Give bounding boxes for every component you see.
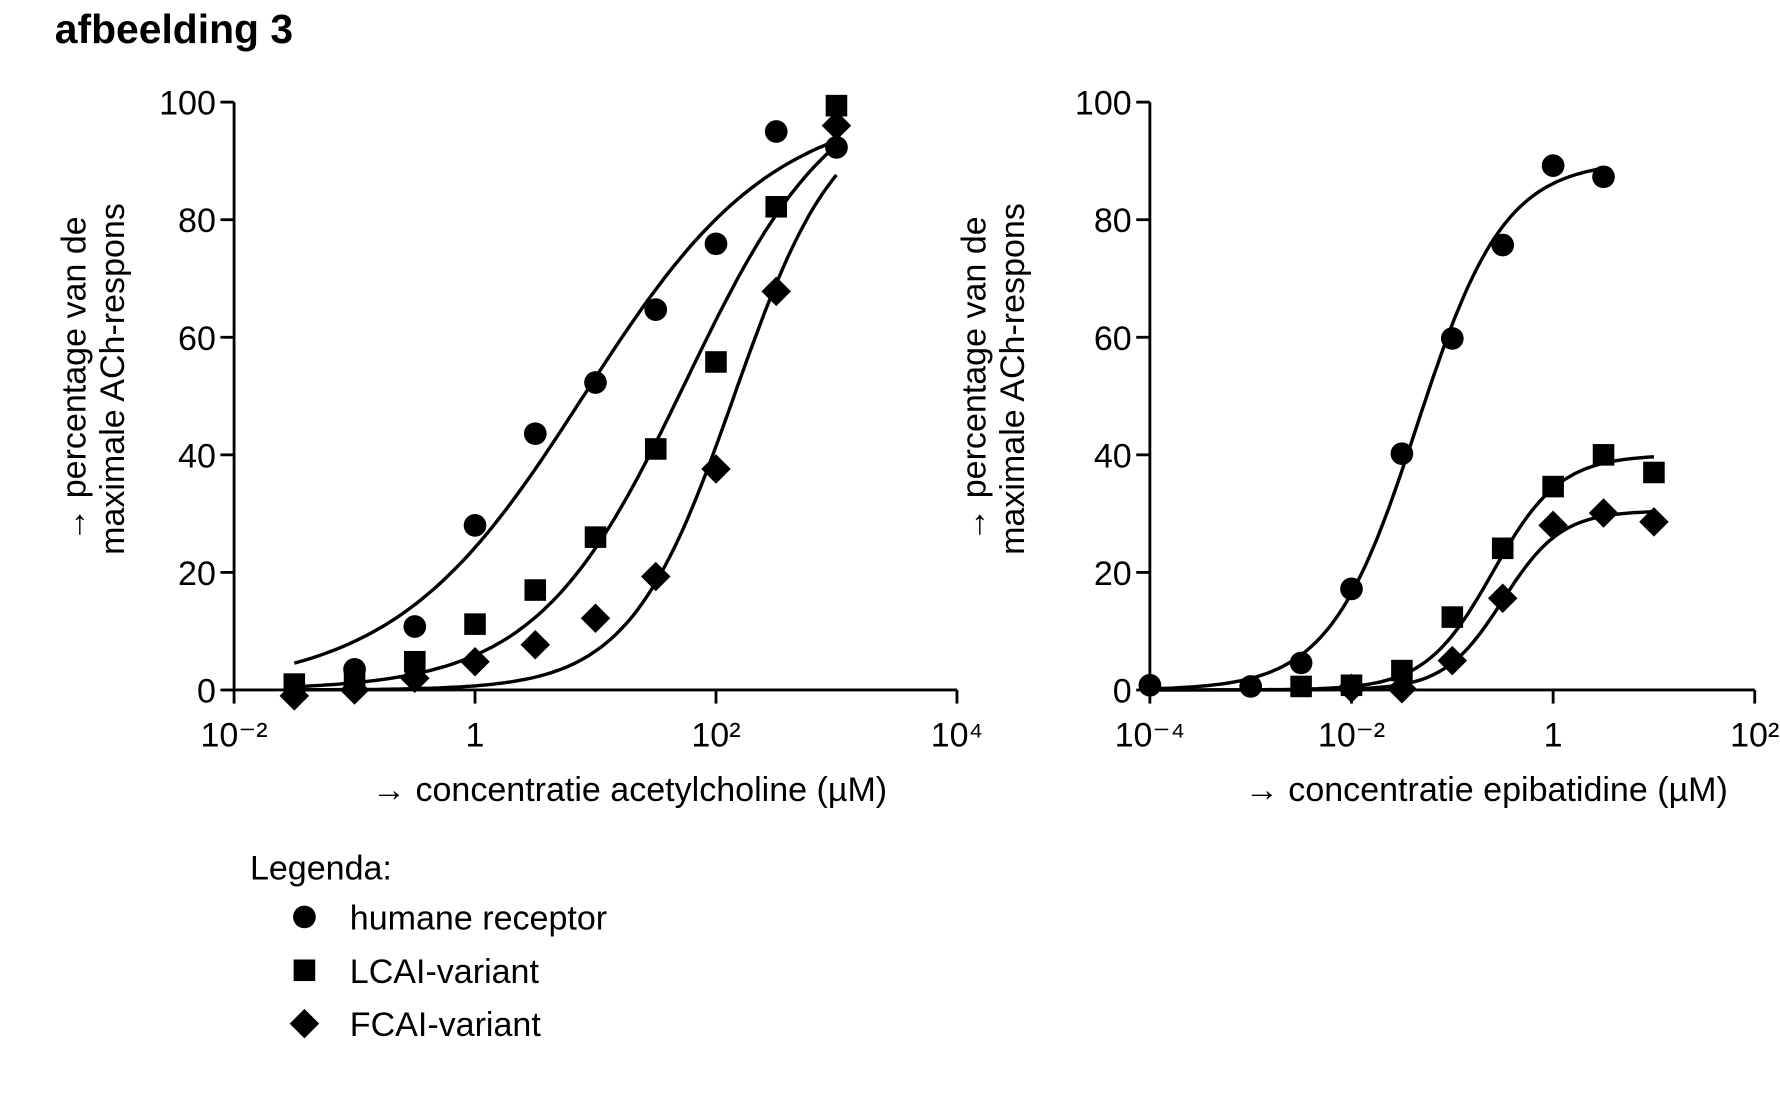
x-axis-label: → concentratie acetylcholine (µM) <box>372 771 887 809</box>
data-point-square <box>1391 659 1413 682</box>
data-point-diamond <box>1437 645 1468 676</box>
data-point-circle <box>403 615 427 638</box>
data-point-diamond <box>1639 507 1669 537</box>
x-axis-label: → concentratie epibatidine (µM) <box>1245 771 1728 809</box>
data-point-circle <box>1340 577 1363 601</box>
legend-label: FCAI-variant <box>350 1006 542 1044</box>
data-point-diamond <box>1588 498 1619 528</box>
data-point-square <box>464 613 486 635</box>
data-point-circle <box>584 371 607 394</box>
fit-curve-diamond <box>294 173 838 692</box>
data-point-square <box>1542 475 1564 498</box>
y-tick-label: 0 <box>1113 672 1132 710</box>
data-point-square <box>1290 675 1312 698</box>
data-point-circle <box>523 422 547 446</box>
data-point-diamond <box>1538 510 1568 541</box>
y-tick-label: 60 <box>178 320 216 358</box>
data-point-diamond <box>761 276 791 307</box>
data-point-circle <box>644 298 668 321</box>
data-point-diamond <box>580 603 611 634</box>
data-point-diamond <box>339 675 370 705</box>
fit-curve-circle <box>293 139 838 665</box>
fit-curve-square <box>294 144 838 689</box>
data-point-circle <box>463 514 487 537</box>
y-tick-label: 100 <box>1075 85 1132 123</box>
y-tick-label: 100 <box>159 85 216 123</box>
data-point-circle <box>1541 154 1565 177</box>
figure-title: afbeelding 3 <box>55 6 293 52</box>
legend-marker-square <box>293 959 316 982</box>
legend-marker-diamond <box>289 1008 320 1039</box>
data-point-circle <box>1138 673 1162 697</box>
y-axis-label: maximale ACh-respons <box>94 203 132 555</box>
y-axis-label: → percentage van de <box>55 216 93 541</box>
legend-marker-circle <box>293 905 316 929</box>
y-tick-label: 0 <box>197 672 216 710</box>
x-tick-label: 10² <box>1730 717 1779 755</box>
data-point-square <box>1643 461 1665 484</box>
x-tick-label: 10⁻² <box>200 717 267 755</box>
data-point-circle <box>704 232 728 256</box>
data-point-square <box>1592 444 1615 466</box>
legend: Legenda: humane receptor LCAI-variant FCAI… <box>250 849 607 1044</box>
y-tick-label: 20 <box>1094 555 1132 593</box>
y-tick-label: 80 <box>1094 202 1132 240</box>
data-point-diamond <box>1487 583 1518 614</box>
y-axis-label: → percentage van de <box>955 216 993 541</box>
data-point-diamond <box>640 561 671 592</box>
data-point-circle <box>1289 651 1313 675</box>
chart-acetylcholine: 0 20 40 60 80 100 10⁻² 1 10² 10⁴ → concentratie ac… <box>55 85 983 810</box>
data-point-circle <box>1239 675 1263 698</box>
data-point-diamond <box>701 454 731 484</box>
y-tick-label: 60 <box>1094 320 1132 358</box>
legend-label: humane receptor <box>350 899 607 937</box>
fit-curve-circle <box>1149 166 1604 691</box>
data-point-circle <box>1592 165 1615 189</box>
data-point-diamond <box>520 629 551 660</box>
x-tick-label: 1 <box>466 717 485 755</box>
fit-curve-square <box>1149 455 1655 692</box>
x-tick-label: 10² <box>691 717 740 755</box>
x-tick-label: 10⁴ <box>931 717 983 755</box>
data-point-square <box>1441 606 1464 628</box>
x-tick-label: 10⁻⁴ <box>1115 717 1185 755</box>
data-point-square <box>705 351 727 373</box>
y-tick-label: 40 <box>1094 437 1132 475</box>
data-point-diamond <box>279 681 310 711</box>
y-axis-label: maximale ACh-respons <box>994 203 1032 555</box>
data-point-square <box>644 438 667 460</box>
data-point-diamond <box>400 663 430 693</box>
data-point-square <box>404 650 426 673</box>
data-point-circle <box>764 120 788 143</box>
data-point-square <box>584 526 607 548</box>
x-tick-label: 1 <box>1544 717 1563 755</box>
data-point-circle <box>1390 442 1414 466</box>
y-tick-label: 80 <box>178 202 216 240</box>
x-tick-label: 10⁻² <box>1318 717 1385 755</box>
y-tick-label: 20 <box>178 555 216 593</box>
data-point-diamond <box>821 110 852 141</box>
data-point-square <box>765 195 788 218</box>
data-point-square <box>825 94 848 117</box>
y-tick-label: 40 <box>178 437 216 475</box>
chart-epibatidine: 0 20 40 60 80 100 10⁻⁴ 10⁻² 1 10²→ concentratie e… <box>955 85 1779 810</box>
data-point-square <box>524 579 547 601</box>
data-point-square <box>1491 537 1514 560</box>
legend-label: LCAI-variant <box>350 953 540 991</box>
legend-title: Legenda: <box>250 849 392 887</box>
data-point-circle <box>1491 233 1515 257</box>
data-point-circle <box>1440 327 1464 350</box>
data-point-diamond <box>460 647 490 677</box>
